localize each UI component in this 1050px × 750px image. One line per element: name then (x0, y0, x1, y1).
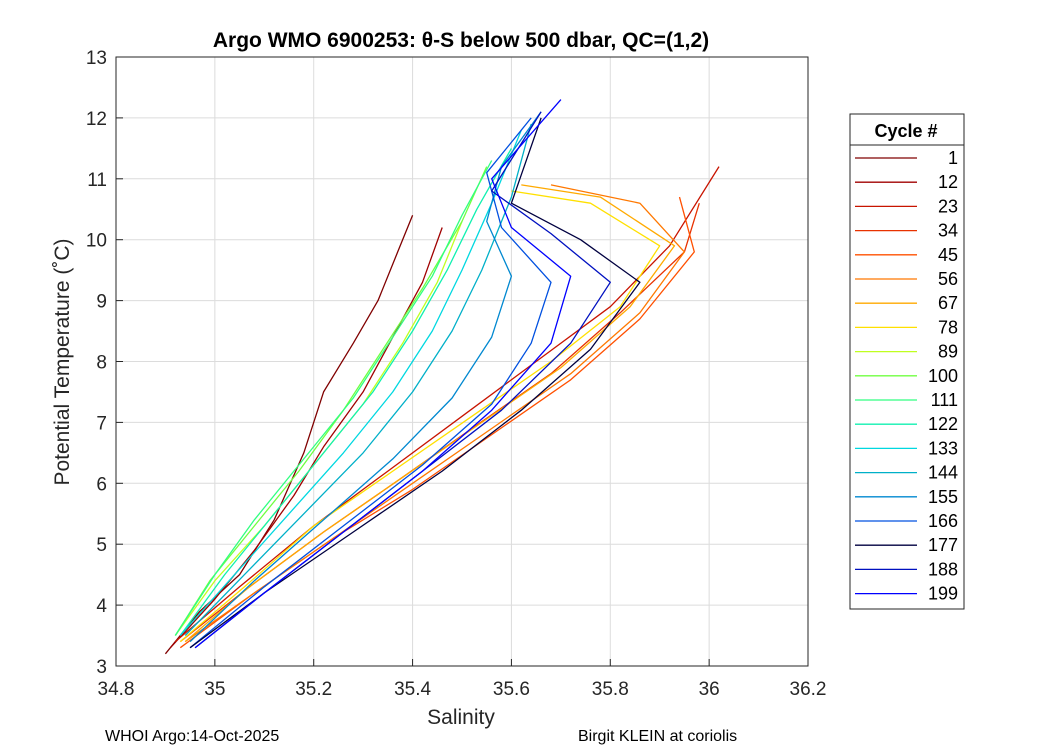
series-line-cycle-133 (179, 129, 522, 636)
legend-label-67: 67 (938, 293, 958, 313)
legend-label-133: 133 (928, 438, 958, 458)
series-line-cycle-155 (189, 111, 542, 643)
y-tick-label: 4 (96, 596, 107, 617)
legend-label-177: 177 (928, 535, 958, 555)
y-axis-ticks: 3 4 5 6 7 8 9 10 11 12 13 (86, 48, 123, 678)
legend-label-34: 34 (938, 221, 958, 241)
x-axis-ticks: 34.8 35 35.2 35.4 35.6 35.8 36 36.2 (98, 659, 827, 700)
series-line-cycle-23 (174, 166, 720, 643)
series-line-cycle-67 (184, 184, 676, 643)
y-tick-label: 5 (96, 535, 107, 556)
series-line-cycle-78 (179, 190, 661, 643)
x-tick-label: 35.6 (493, 679, 530, 700)
legend-box (849, 113, 965, 610)
x-tick-label: 35.4 (394, 679, 431, 700)
series-line-cycle-177 (189, 117, 641, 649)
chart-title: Argo WMO 6900253: θ-S below 500 dbar, QC… (213, 29, 709, 52)
plot-area: 34.8 35 35.2 35.4 35.6 35.8 36 36.2 3 4 5 6 7 8 9 10 11… (86, 48, 827, 700)
legend-label-12: 12 (938, 172, 958, 192)
series-line-cycle-166 (189, 117, 552, 649)
legend-label-155: 155 (928, 487, 958, 507)
y-tick-label: 8 (96, 353, 107, 374)
y-tick-label: 13 (86, 48, 107, 69)
series-layer (164, 99, 720, 655)
legend-label-45: 45 (938, 245, 958, 265)
x-tick-label: 35.2 (295, 679, 332, 700)
y-tick-label: 9 (96, 292, 107, 313)
grid (116, 57, 808, 666)
x-tick-label: 36.2 (790, 679, 827, 700)
x-axis-label: Salinity (427, 706, 495, 729)
legend-label-78: 78 (938, 317, 958, 337)
series-line-cycle-122 (179, 148, 512, 636)
x-tick-label: 34.8 (98, 679, 135, 700)
footer-left: WHOI Argo:14-Oct-2025 (105, 728, 279, 745)
series-line-cycle-199 (194, 99, 572, 649)
series-line-cycle-144 (184, 123, 532, 636)
x-tick-label: 35.8 (592, 679, 629, 700)
footer-right: Birgit KLEIN at coriolis (578, 728, 737, 745)
x-tick-label: 35 (204, 679, 225, 700)
legend: Cycle # 1 12 23 34 45 56 67 78 89 100 111 122 133 144… (849, 113, 965, 610)
y-tick-label: 12 (86, 109, 107, 130)
legend-label-122: 122 (928, 414, 958, 434)
legend-label-188: 188 (928, 559, 958, 579)
legend-label-89: 89 (938, 342, 958, 362)
legend-title: Cycle # (874, 121, 937, 141)
legend-label-1: 1 (948, 148, 958, 168)
legend-label-144: 144 (928, 463, 958, 483)
legend-label-56: 56 (938, 269, 958, 289)
y-tick-label: 11 (87, 170, 107, 191)
legend-label-199: 199 (928, 584, 958, 604)
x-tick-label: 36 (699, 679, 720, 700)
legend-label-166: 166 (928, 511, 958, 531)
y-tick-label: 10 (86, 231, 107, 252)
y-axis-label: Potential Temperature (˚C) (51, 238, 74, 485)
legend-label-100: 100 (928, 366, 958, 386)
legend-label-23: 23 (938, 196, 958, 216)
legend-label-111: 111 (931, 390, 958, 410)
y-tick-label: 7 (96, 413, 107, 434)
y-tick-label: 3 (96, 657, 107, 678)
legend-entries: 1 12 23 34 45 56 67 78 89 100 111 122 133 144 155 166 17… (855, 148, 958, 604)
series-line-cycle-111 (174, 160, 493, 636)
y-tick-label: 6 (96, 474, 107, 495)
